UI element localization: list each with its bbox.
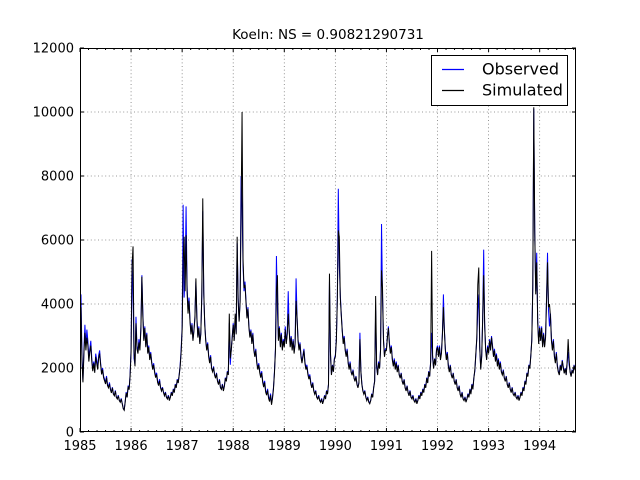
axis-ticks	[79, 47, 576, 433]
x-tick-label: 1987	[166, 439, 199, 454]
data-series	[80, 107, 576, 412]
x-tick-label: 1992	[421, 439, 454, 454]
x-tick-label: 1993	[472, 439, 505, 454]
x-tick-label: 1989	[268, 439, 301, 454]
x-tick-label: 1994	[523, 439, 556, 454]
axis-tick-labels: 1985 1986 1987 1988 1989 1990 1991 1992 1993 1994…	[33, 42, 557, 455]
simulated-series-line	[80, 107, 576, 412]
legend-label-observed: Observed	[482, 60, 559, 79]
y-tick-label: 0	[66, 426, 74, 441]
chart-title: Koeln: NS = 0.90821290731	[232, 27, 424, 43]
x-tick-label: 1988	[217, 439, 250, 454]
x-tick-label: 1991	[370, 439, 403, 454]
y-tick-label: 10000	[33, 106, 74, 121]
y-tick-label: 6000	[41, 234, 74, 249]
y-tick-label: 4000	[41, 298, 74, 313]
legend-box	[431, 55, 568, 106]
y-tick-label: 2000	[41, 362, 74, 377]
x-tick-label: 1986	[115, 439, 148, 454]
legend-label-simulated: Simulated	[482, 81, 563, 100]
y-tick-label: 12000	[33, 42, 74, 57]
y-tick-label: 8000	[41, 170, 74, 185]
x-tick-label: 1985	[63, 439, 96, 454]
x-tick-label: 1990	[319, 439, 352, 454]
legend: Observed Simulated	[431, 55, 568, 106]
